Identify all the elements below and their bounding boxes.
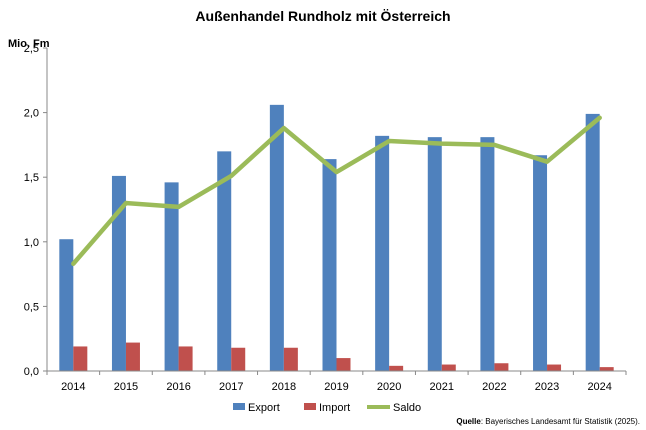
x-tick-label: 2019 bbox=[324, 381, 348, 393]
bar-export-2021 bbox=[427, 137, 442, 371]
x-tick-label: 2021 bbox=[430, 381, 454, 393]
source-text: : Bayerisches Landesamt für Statistik (2… bbox=[481, 417, 640, 426]
legend-label-import: Import bbox=[319, 402, 350, 414]
bar-import-2015 bbox=[125, 342, 140, 371]
bar-import-2018 bbox=[283, 347, 298, 371]
x-tick-label: 2020 bbox=[377, 381, 401, 393]
y-tick-label: 1,0 bbox=[24, 237, 39, 249]
bar-import-2022 bbox=[494, 363, 509, 371]
bar-export-2014 bbox=[59, 239, 74, 371]
bar-import-2014 bbox=[73, 346, 88, 371]
legend: Export Import Saldo bbox=[233, 402, 421, 414]
bar-import-2016 bbox=[178, 346, 193, 371]
saldo-line-group bbox=[71, 115, 602, 267]
x-tick-label: 2014 bbox=[61, 381, 85, 393]
source-note: Quelle: Bayerisches Landesamt für Statis… bbox=[456, 417, 640, 426]
x-tick-label: 2016 bbox=[166, 381, 190, 393]
x-tick-label: 2023 bbox=[535, 381, 559, 393]
bar-export-2020 bbox=[375, 135, 390, 371]
chart-title: Außenhandel Rundholz mit Österreich bbox=[195, 8, 450, 24]
x-tick-label: 2018 bbox=[272, 381, 296, 393]
bar-import-2019 bbox=[336, 358, 351, 371]
y-tick-label: 0,5 bbox=[24, 301, 39, 313]
bar-export-2019 bbox=[322, 159, 337, 371]
x-tick-label: 2022 bbox=[482, 381, 506, 393]
y-tick-label: 2,5 bbox=[24, 43, 39, 55]
legend-swatch-import bbox=[304, 403, 316, 410]
y-tick-label: 1,5 bbox=[24, 172, 39, 184]
bar-import-2024 bbox=[599, 367, 614, 371]
bars bbox=[59, 104, 614, 372]
bar-import-2017 bbox=[231, 347, 246, 371]
x-tick-label: 2017 bbox=[219, 381, 243, 393]
x-tick-label: 2024 bbox=[587, 381, 611, 393]
bar-import-2023 bbox=[547, 364, 562, 371]
y-axis: 0,0 0,5 1,0 1,5 2,0 2,5 bbox=[24, 43, 48, 378]
x-tick-label: 2015 bbox=[114, 381, 138, 393]
x-axis: 2014 2015 2016 2017 2018 2019 2020 2021 2022 2023… bbox=[46, 370, 627, 393]
bar-export-2022 bbox=[480, 137, 495, 371]
legend-swatch-export bbox=[233, 403, 245, 410]
y-tick-label: 2,0 bbox=[24, 108, 39, 120]
bar-export-2017 bbox=[217, 151, 232, 371]
bar-export-2024 bbox=[585, 113, 600, 371]
legend-label-saldo: Saldo bbox=[393, 402, 421, 414]
bar-import-2020 bbox=[389, 365, 404, 371]
y-axis-unit: Mio. Fm bbox=[8, 38, 50, 50]
bar-export-2018 bbox=[269, 104, 284, 372]
source-label: Quelle bbox=[456, 417, 481, 426]
bar-export-2023 bbox=[533, 155, 548, 371]
bar-export-2016 bbox=[164, 182, 179, 371]
legend-label-export: Export bbox=[248, 402, 280, 414]
y-tick-label: 0,0 bbox=[24, 366, 39, 378]
bar-export-2015 bbox=[111, 175, 126, 371]
bar-import-2021 bbox=[441, 364, 456, 371]
